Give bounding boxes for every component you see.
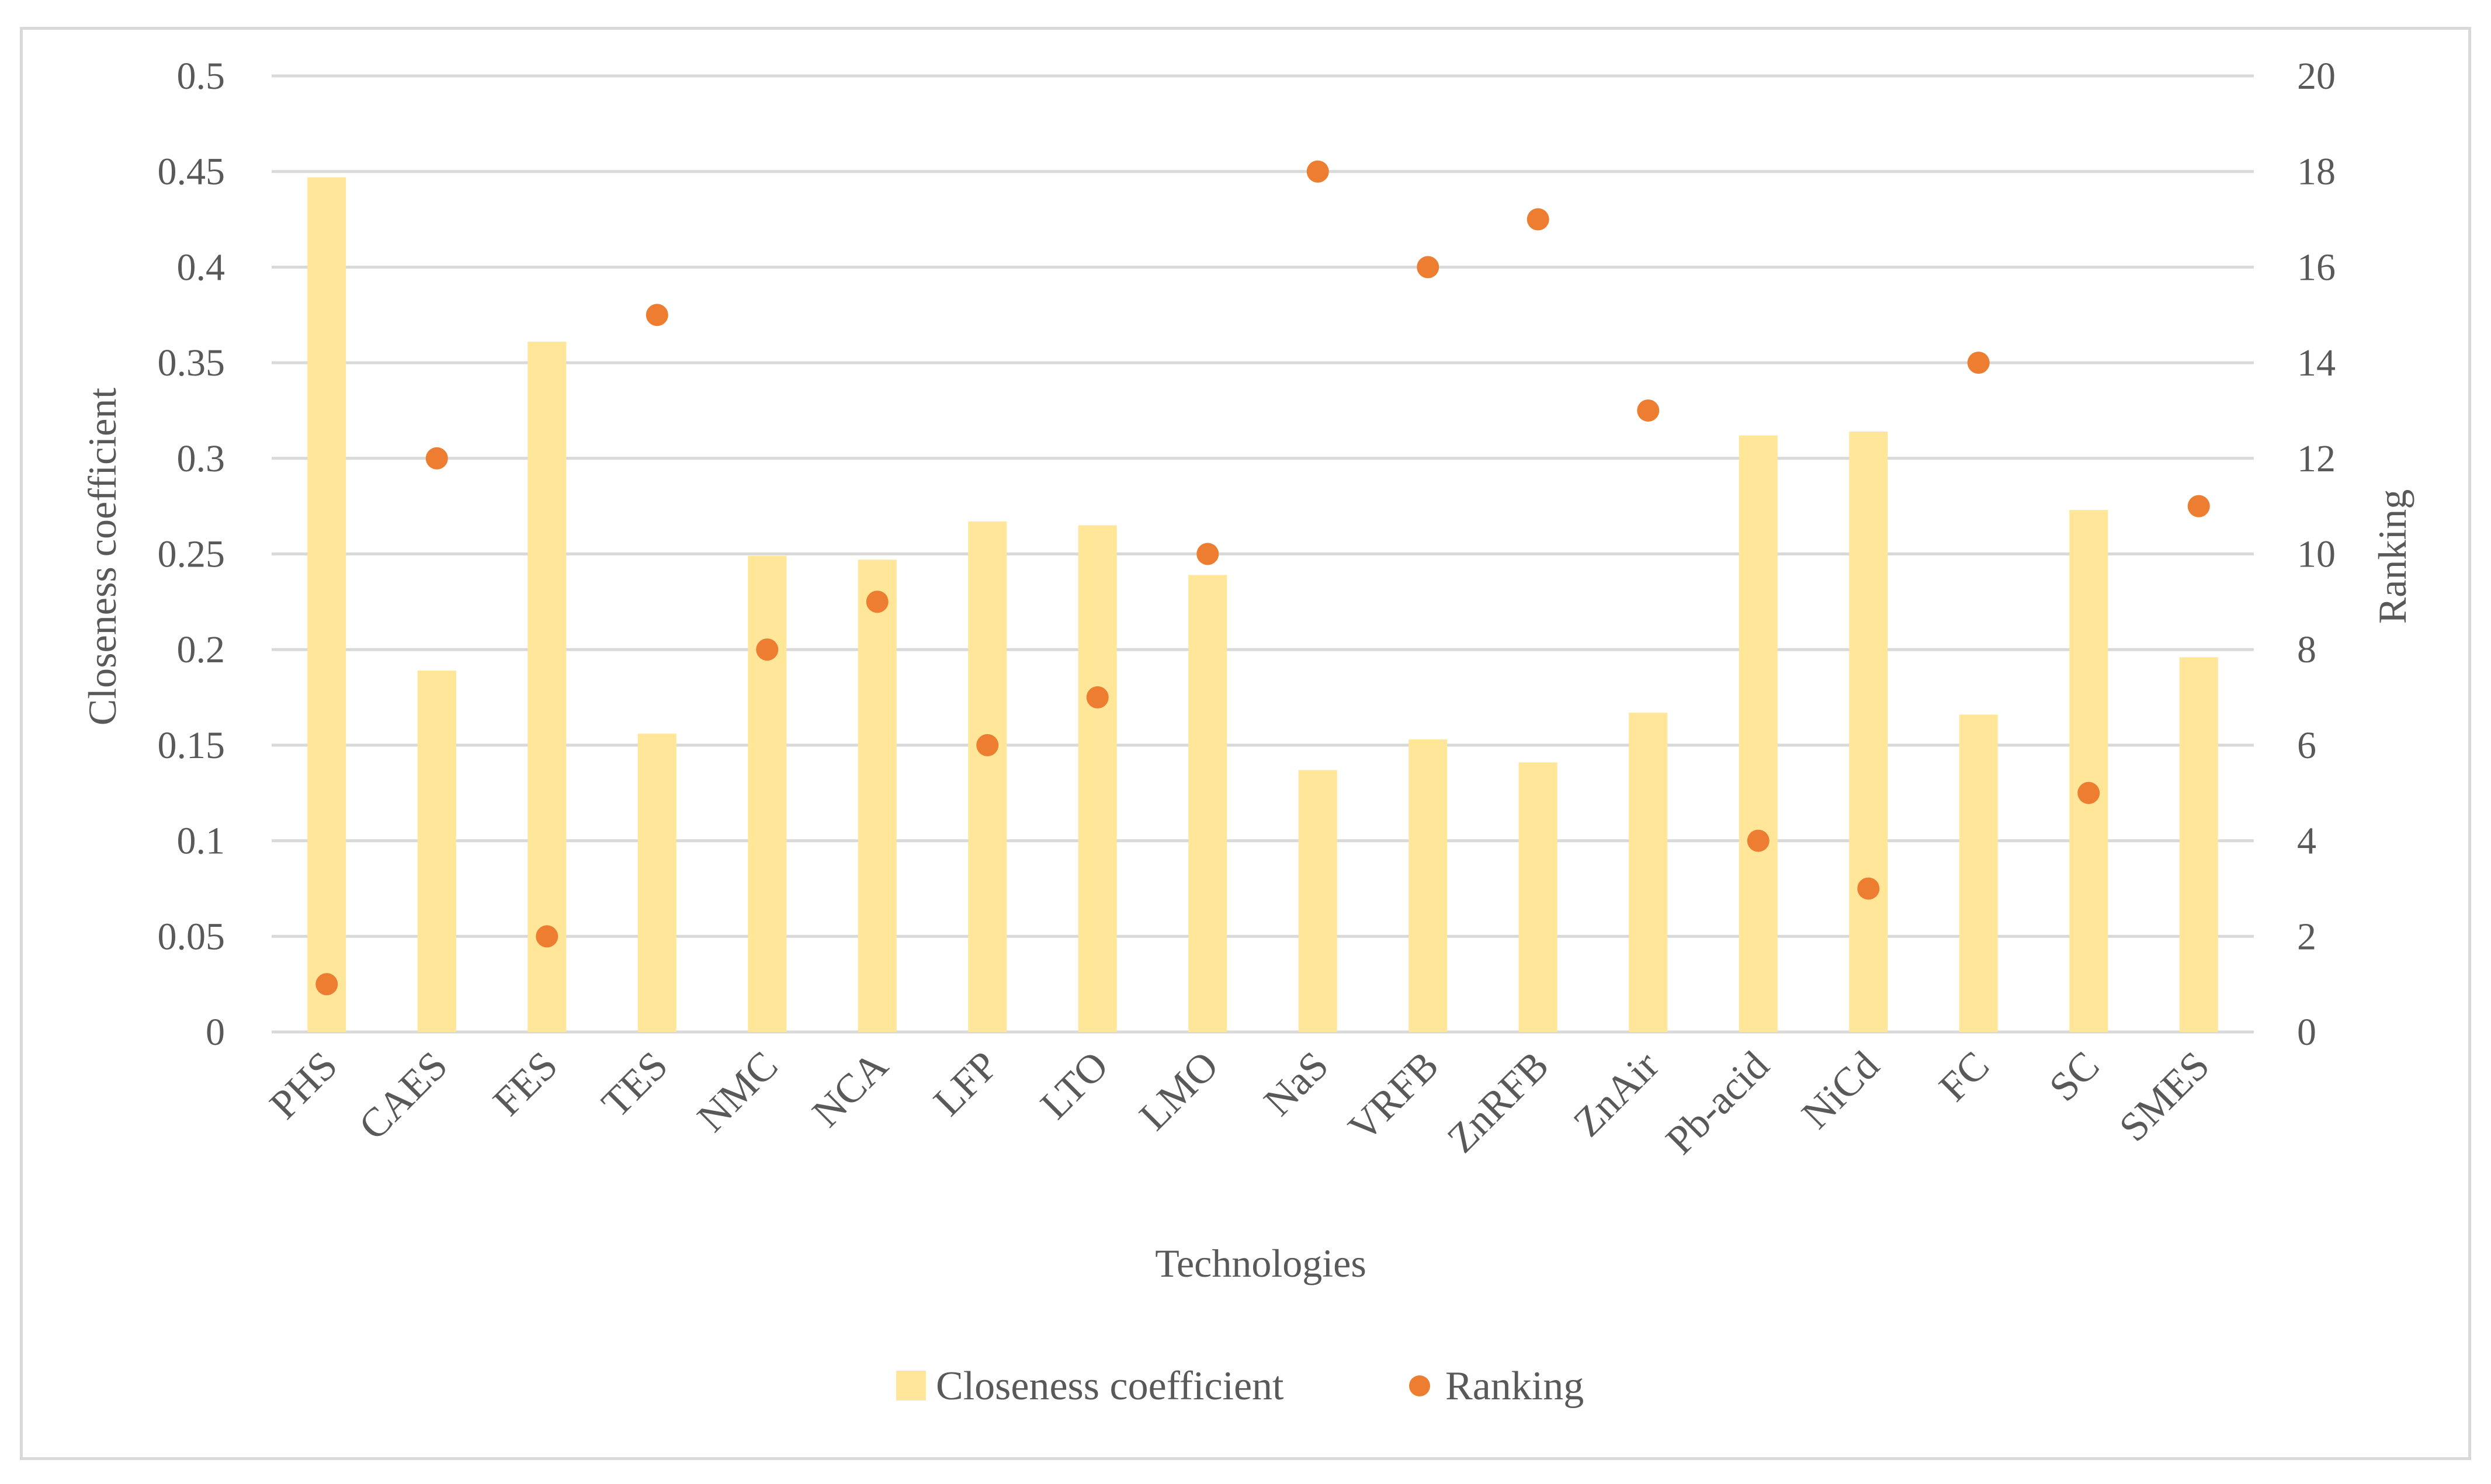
y-tick-label: 0.3	[177, 437, 225, 480]
ranking-point-caes	[425, 447, 448, 470]
y2-tick-label: 14	[2297, 342, 2336, 384]
y2-tick-label: 8	[2297, 628, 2316, 671]
y-tick-label: 0.35	[158, 342, 225, 384]
bar-znair	[1629, 713, 1668, 1032]
bar-pb-acid	[1739, 435, 1778, 1032]
x-tick-label: PHS	[261, 1043, 346, 1128]
y2-tick-label: 4	[2297, 820, 2316, 863]
y-tick-label: 0.2	[177, 628, 225, 671]
bar-lto	[1078, 525, 1117, 1032]
x-tick-label: TES	[594, 1043, 676, 1126]
x-tick-label: LFP	[925, 1043, 1007, 1125]
x-tick-label: SMES	[2111, 1043, 2218, 1151]
y-tick-label: 0.05	[158, 915, 225, 958]
legend-label-ranking: Ranking	[1445, 1364, 1584, 1409]
ranking-point-znrfb	[1526, 208, 1549, 231]
bar-znrfb	[1518, 762, 1557, 1032]
x-tick-label: CAES	[351, 1043, 456, 1149]
x-tick-label: FES	[485, 1043, 567, 1125]
bar-lmo	[1188, 575, 1227, 1032]
x-tick-label: ZnAir	[1565, 1043, 1667, 1145]
ranking-point-nca	[866, 590, 889, 613]
x-tick-label: NMC	[689, 1043, 786, 1141]
x-tick-label: NCA	[804, 1043, 897, 1136]
bar-nicd	[1849, 431, 1888, 1032]
bar-fc	[1959, 714, 1998, 1032]
y-tick-label: 0.1	[177, 820, 225, 863]
y-tick-label: 0.45	[158, 151, 225, 193]
ranking-point-tes	[646, 304, 668, 326]
y2-tick-label: 16	[2297, 246, 2336, 289]
ranking-point-nas	[1306, 160, 1329, 183]
x-tick-label: LMO	[1131, 1043, 1227, 1139]
y2-axis-title: Ranking	[2370, 489, 2414, 624]
legend-marker-ranking	[1409, 1375, 1430, 1396]
ranking-point-pb-acid	[1747, 829, 1770, 852]
bar-lfp	[968, 521, 1007, 1032]
bar-fes	[528, 342, 567, 1033]
bar-smes	[2179, 657, 2218, 1032]
y-tick-label: 0.5	[177, 55, 225, 98]
x-tick-label: VRFB	[1340, 1043, 1448, 1151]
y-tick-label: 0.15	[158, 724, 225, 767]
legend: Closeness coefficient Ranking	[896, 1364, 1584, 1409]
x-tick-label: LTO	[1032, 1043, 1117, 1128]
ranking-point-lmo	[1196, 543, 1219, 565]
ranking-point-nmc	[756, 638, 779, 661]
x-tick-label: NiCd	[1793, 1043, 1888, 1138]
bar-nmc	[748, 555, 787, 1032]
y-tick-label: 0	[206, 1011, 225, 1054]
ranking-point-lto	[1086, 686, 1109, 709]
y-tick-label: 0.25	[158, 533, 225, 576]
y2-tick-label: 2	[2297, 915, 2316, 958]
ranking-series	[315, 160, 2210, 996]
ranking-point-fc	[1967, 352, 1990, 374]
x-tick-label: FC	[1931, 1043, 1998, 1110]
y2-tick-label: 6	[2297, 724, 2316, 767]
ranking-point-znair	[1637, 399, 1660, 422]
axes: 0 0.05 0.1 0.15 0.2 0.25 0.3 0.35 0.4 0.45 0.5 0 2 4 6…	[158, 55, 2336, 1163]
bar-nas	[1298, 770, 1337, 1032]
bar-nca	[858, 559, 897, 1032]
y2-tick-label: 10	[2297, 533, 2336, 576]
x-tick-label: Pb-acid	[1657, 1043, 1778, 1163]
ranking-point-fes	[536, 925, 558, 948]
y2-tick-label: 0	[2297, 1011, 2316, 1054]
ranking-point-nicd	[1857, 877, 1880, 900]
bar-tes	[637, 734, 676, 1032]
ranking-point-smes	[2187, 495, 2210, 517]
y2-tick-label: 12	[2297, 437, 2336, 480]
x-tick-label: SC	[2041, 1043, 2108, 1110]
y-axis-title: Closeness coefficient	[80, 388, 124, 726]
x-tick-label: ZnRFB	[1439, 1043, 1557, 1162]
x-axis-title: Technologies	[1155, 1241, 1366, 1285]
y2-tick-label: 20	[2297, 55, 2336, 98]
bar-caes	[417, 670, 456, 1032]
y-tick-label: 0.4	[177, 246, 225, 289]
bar-sc	[2069, 510, 2108, 1032]
gridlines	[272, 74, 2254, 1034]
ranking-point-vrfb	[1417, 256, 1439, 279]
legend-swatch-closeness	[896, 1371, 926, 1400]
legend-label-closeness: Closeness coefficient	[936, 1364, 1284, 1409]
bar-series	[307, 177, 2218, 1033]
y2-tick-label: 18	[2297, 151, 2336, 193]
ranking-point-lfp	[976, 734, 999, 756]
ranking-point-phs	[315, 973, 338, 996]
bar-vrfb	[1408, 739, 1448, 1032]
x-tick-label: NaS	[1255, 1043, 1337, 1125]
bar-phs	[307, 177, 346, 1033]
ranking-point-sc	[2077, 781, 2100, 804]
